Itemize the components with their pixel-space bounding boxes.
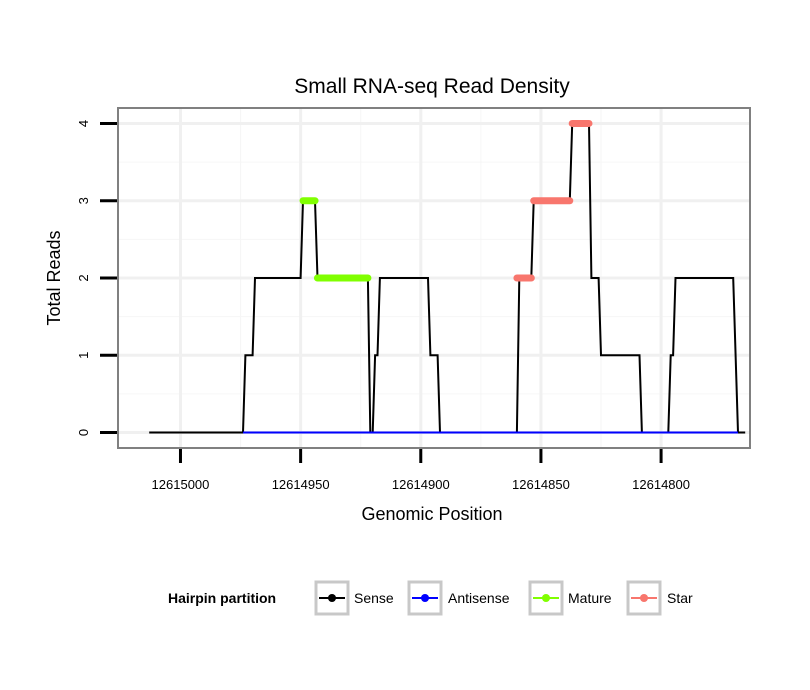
x-tick-label: 12614950	[272, 477, 330, 492]
y-tick-label: 4	[76, 120, 91, 127]
legend-label-antisense: Antisense	[448, 590, 510, 606]
x-tick-label: 12614800	[632, 477, 690, 492]
legend: Hairpin partition Sense Antisense Mature St…	[168, 580, 693, 616]
plot-border	[117, 107, 751, 449]
legend-key-point	[328, 594, 336, 602]
x-tick-label: 12614850	[512, 477, 570, 492]
y-tick-label: 3	[76, 197, 91, 204]
x-tick-label: 12615000	[152, 477, 210, 492]
y-axis: 0 1 2 3 4	[76, 120, 117, 436]
x-axis: 12615000 12614950 12614900 12614850 12614800	[152, 449, 690, 492]
legend-label-sense: Sense	[354, 590, 394, 606]
legend-title: Hairpin partition	[168, 590, 276, 606]
legend-key-point	[421, 594, 429, 602]
legend-label-star: Star	[667, 590, 693, 606]
y-tick-label: 1	[76, 352, 91, 359]
x-axis-label: Genomic Position	[361, 504, 502, 524]
legend-key-point	[640, 594, 648, 602]
y-tick-label: 0	[76, 429, 91, 436]
legend-label-mature: Mature	[568, 590, 612, 606]
y-axis-label: Total Reads	[44, 230, 64, 325]
x-tick-label: 12614900	[392, 477, 450, 492]
y-tick-label: 2	[76, 274, 91, 281]
chart-title: Small RNA-seq Read Density	[294, 75, 570, 98]
series-layer	[149, 119, 746, 434]
legend-key-point	[542, 594, 550, 602]
